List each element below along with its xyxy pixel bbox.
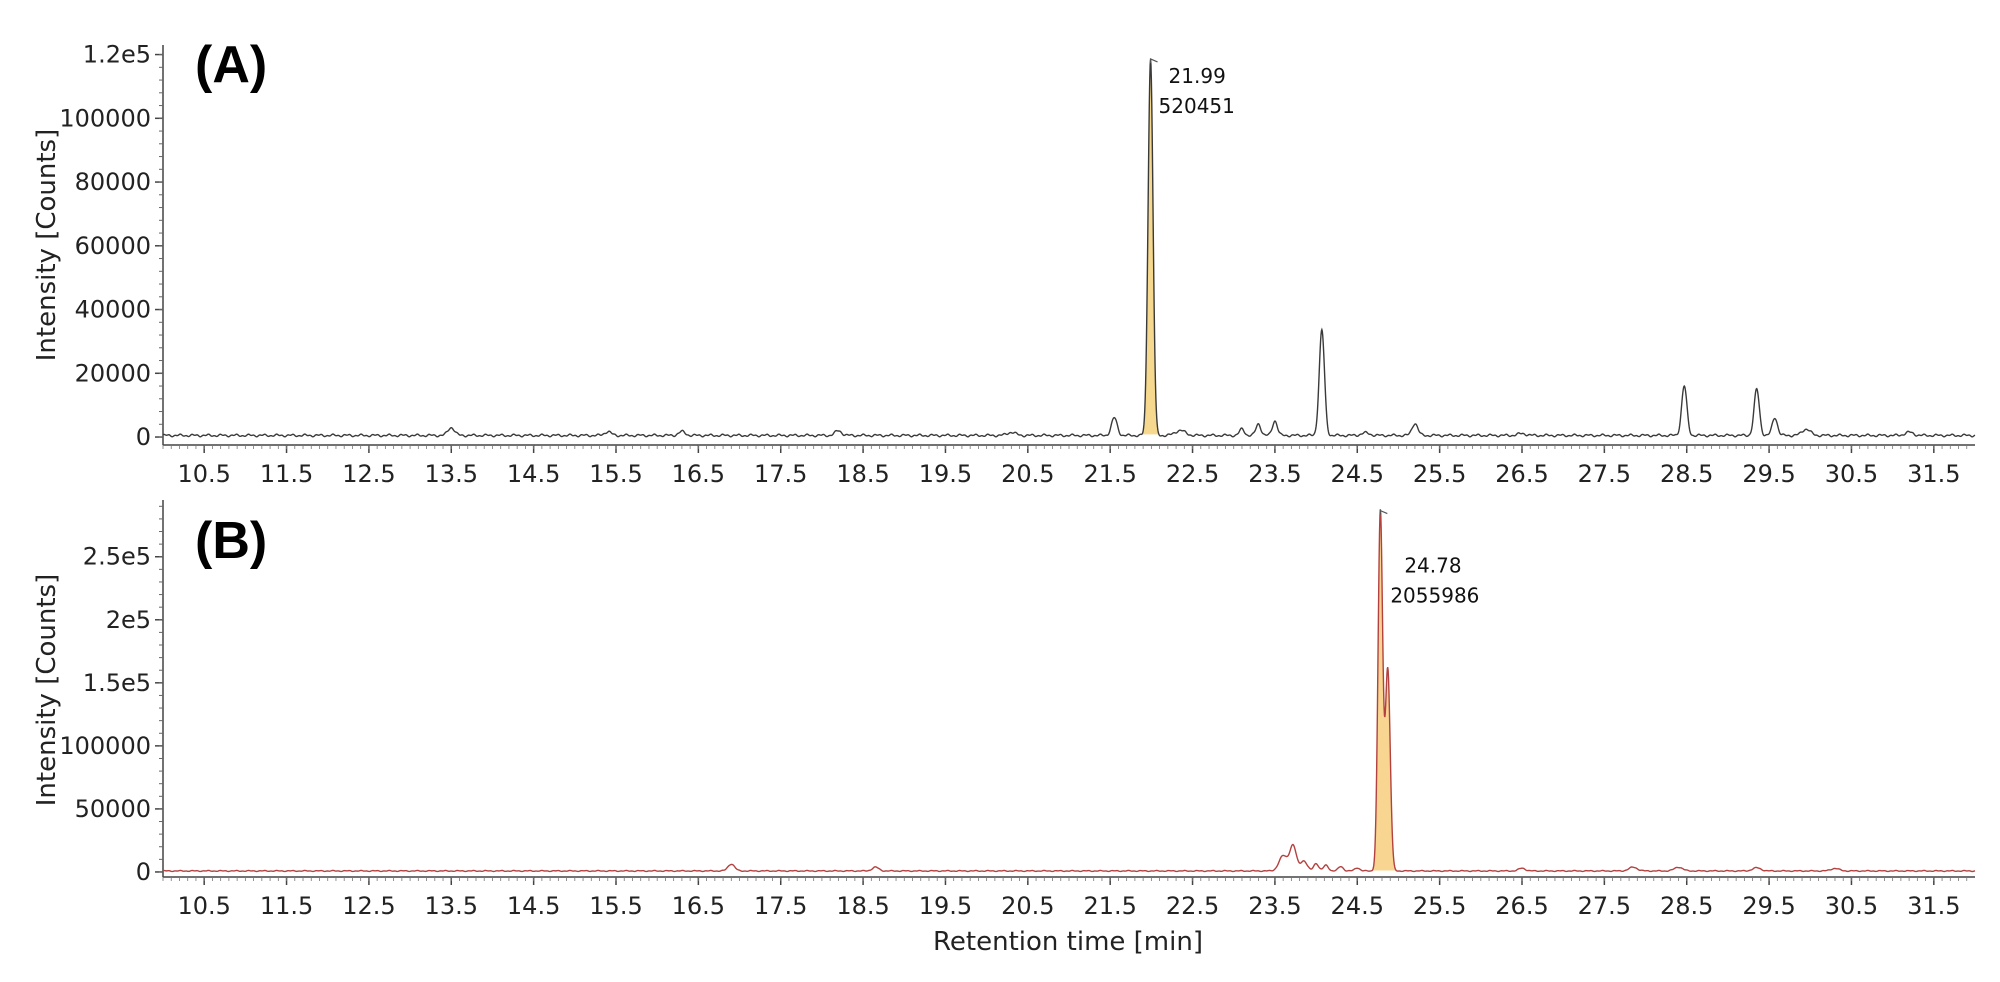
- y-tick-label: 0: [136, 858, 151, 886]
- y-tick-label: 20000: [75, 359, 151, 387]
- y-ticks-b: 0 50000 100000 1.5e5 2e5 2.5e5: [59, 505, 163, 886]
- chromatogram-trace-b: [162, 509, 1976, 873]
- x-tick-label: 15.5: [589, 892, 642, 920]
- peak-annotation-a: 21.99 520451: [1149, 58, 1235, 118]
- x-axis-label: Retention time [min]: [933, 927, 1203, 957]
- peak-area-label-a: 520451: [1159, 94, 1235, 118]
- x-tick-label: 21.5: [1083, 460, 1136, 488]
- peak-apex-marker-b: [1379, 509, 1388, 515]
- x-tick-label: 29.5: [1742, 892, 1795, 920]
- x-tick-label: 26.5: [1495, 892, 1548, 920]
- x-ticks-b: 10.5 11.5 12.5 13.5 14.5 15.5 16.5 17.5 18.5 19.5…: [162, 877, 1968, 920]
- peak-time-label-a: 21.99: [1169, 64, 1226, 88]
- x-tick-label: 24.5: [1331, 460, 1384, 488]
- x-tick-label: 31.5: [1907, 460, 1960, 488]
- y-tick-label: 50000: [75, 795, 151, 823]
- x-tick-label: 18.5: [836, 892, 889, 920]
- x-tick-label: 19.5: [919, 892, 972, 920]
- x-tick-label: 13.5: [425, 892, 478, 920]
- y-tick-label: 2e5: [106, 606, 151, 634]
- peak-area-label-b: 2055986: [1390, 584, 1479, 608]
- x-tick-label: 26.5: [1495, 460, 1548, 488]
- integrated-peak-fill-b: [1372, 509, 1396, 871]
- x-tick-label: 27.5: [1578, 460, 1631, 488]
- x-tick-label: 16.5: [672, 460, 725, 488]
- x-tick-label: 30.5: [1825, 892, 1878, 920]
- x-tick-label: 20.5: [1001, 460, 1054, 488]
- y-axis-label-b: Intensity [Counts]: [32, 574, 62, 806]
- x-tick-label: 31.5: [1907, 892, 1960, 920]
- x-tick-label: 18.5: [836, 460, 889, 488]
- x-tick-label: 30.5: [1825, 460, 1878, 488]
- chromatogram-trace-a: [162, 59, 1976, 438]
- integrated-peak-fill-a: [1141, 59, 1160, 436]
- x-tick-label: 12.5: [342, 892, 395, 920]
- y-tick-label: 100000: [59, 104, 151, 132]
- x-tick-label: 25.5: [1413, 892, 1466, 920]
- x-tick-label: 16.5: [672, 892, 725, 920]
- x-tick-label: 22.5: [1166, 460, 1219, 488]
- y-tick-label: 1.5e5: [83, 669, 151, 697]
- x-tick-label: 25.5: [1413, 460, 1466, 488]
- x-tick-label: 13.5: [425, 460, 478, 488]
- panel-b: (B) Intensity [Counts] 0 50000 100000 1.5e5…: [32, 500, 1976, 957]
- x-tick-label: 17.5: [754, 892, 807, 920]
- y-tick-label: 80000: [75, 168, 151, 196]
- x-tick-label: 10.5: [177, 460, 230, 488]
- x-tick-label: 15.5: [589, 460, 642, 488]
- x-tick-label: 28.5: [1660, 460, 1713, 488]
- x-tick-label: 21.5: [1083, 892, 1136, 920]
- x-tick-label: 11.5: [260, 892, 313, 920]
- x-tick-label: 19.5: [919, 460, 972, 488]
- y-ticks-a: 0 20000 40000 60000 80000 100000 1.2e5: [59, 41, 163, 451]
- peak-time-label-b: 24.78: [1404, 554, 1461, 578]
- y-tick-label: 2.5e5: [83, 543, 151, 571]
- x-tick-label: 20.5: [1001, 892, 1054, 920]
- x-tick-label: 11.5: [260, 460, 313, 488]
- panel-a: (A) Intensity [Counts] 0 20000 40000 60000 8…: [32, 36, 1976, 488]
- y-tick-label: 100000: [59, 732, 151, 760]
- x-tick-label: 14.5: [507, 460, 560, 488]
- x-tick-label: 10.5: [177, 892, 230, 920]
- x-tick-label: 27.5: [1578, 892, 1631, 920]
- y-tick-label: 40000: [75, 296, 151, 324]
- y-tick-label: 0: [136, 423, 151, 451]
- x-tick-label: 22.5: [1166, 892, 1219, 920]
- peak-annotation-b: 24.78 2055986: [1379, 509, 1479, 608]
- panel-label-b: (B): [195, 512, 267, 570]
- y-axis-label-a: Intensity [Counts]: [32, 129, 62, 361]
- x-tick-label: 23.5: [1248, 460, 1301, 488]
- x-tick-label: 24.5: [1331, 892, 1384, 920]
- x-tick-label: 23.5: [1248, 892, 1301, 920]
- x-tick-label: 28.5: [1660, 892, 1713, 920]
- peak-apex-marker-a: [1149, 58, 1158, 63]
- x-tick-label: 12.5: [342, 460, 395, 488]
- y-tick-label: 60000: [75, 232, 151, 260]
- x-ticks-a: 10.5 11.5 12.5 13.5 14.5 15.5 16.5 17.5 18.5 19.5…: [162, 445, 1968, 488]
- x-tick-label: 14.5: [507, 892, 560, 920]
- y-tick-label: 1.2e5: [83, 41, 151, 69]
- x-tick-label: 29.5: [1742, 460, 1795, 488]
- panel-label-a: (A): [195, 36, 267, 94]
- x-tick-label: 17.5: [754, 460, 807, 488]
